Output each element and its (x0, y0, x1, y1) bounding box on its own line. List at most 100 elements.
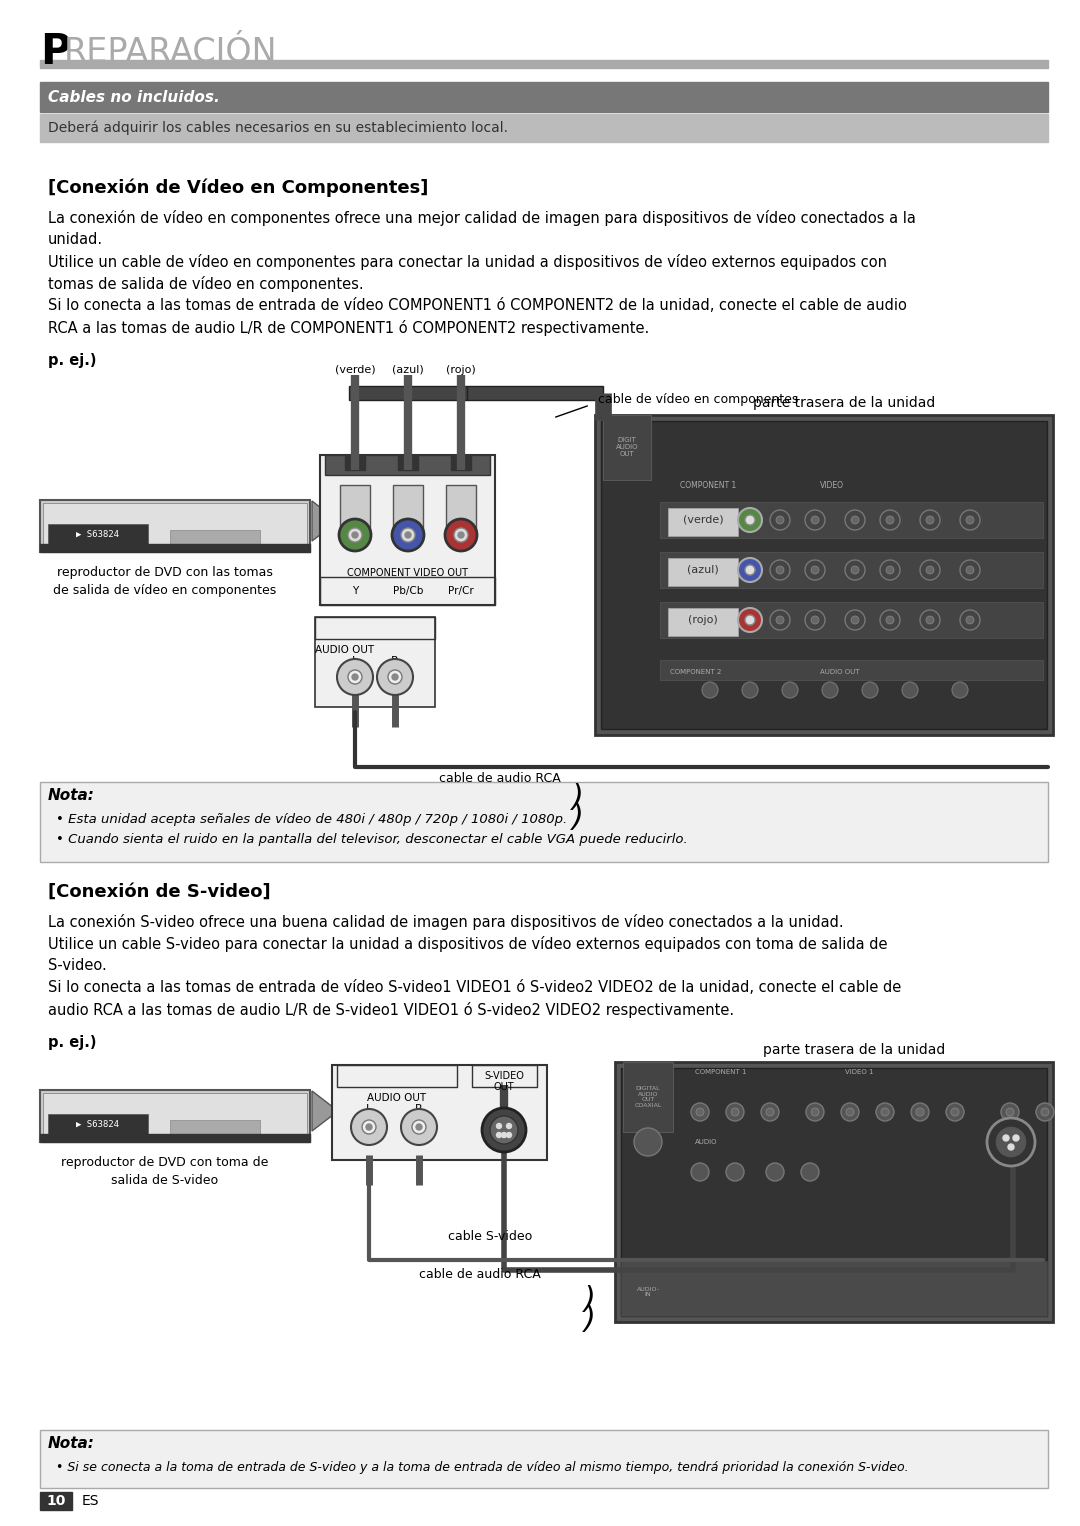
Bar (472, 1065, 537, 1087)
Text: ▶ S63824: ▶ S63824 (77, 530, 120, 539)
Text: ): ) (584, 1306, 596, 1335)
Bar (170, 530, 260, 546)
Circle shape (507, 1132, 512, 1137)
Circle shape (738, 607, 762, 632)
Circle shape (745, 565, 755, 575)
Bar (320, 577, 495, 604)
Bar (337, 1065, 457, 1087)
Bar (660, 601, 1043, 638)
Circle shape (392, 674, 399, 681)
Bar (40, 1492, 72, 1511)
Circle shape (738, 508, 762, 533)
Circle shape (405, 533, 411, 539)
Circle shape (951, 682, 968, 697)
Circle shape (851, 516, 859, 523)
Text: ▶ S63824: ▶ S63824 (77, 1120, 120, 1129)
Bar (393, 485, 423, 536)
Text: cable de audio RCA: cable de audio RCA (440, 772, 561, 786)
Text: VIDEO: VIDEO (820, 481, 843, 490)
Circle shape (454, 528, 468, 542)
Circle shape (507, 1123, 512, 1129)
Text: Cables no incluidos.: Cables no incluidos. (48, 90, 219, 104)
Circle shape (352, 674, 357, 681)
Circle shape (416, 1125, 422, 1129)
Text: AUDIO: AUDIO (696, 1138, 717, 1144)
Circle shape (987, 1119, 1035, 1166)
Circle shape (731, 1108, 739, 1116)
Text: RCA a las tomas de audio L/R de COMPONENT1 ó COMPONENT2 respectivamente.: RCA a las tomas de audio L/R de COMPONEN… (48, 320, 649, 336)
Circle shape (851, 617, 859, 624)
Bar (315, 617, 435, 639)
Text: (verde): (verde) (335, 365, 376, 375)
Text: cable S-video: cable S-video (448, 1230, 532, 1244)
Circle shape (862, 682, 878, 697)
Bar (315, 617, 435, 707)
Bar (349, 386, 467, 400)
Circle shape (770, 510, 789, 530)
Text: S-video.: S-video. (48, 958, 107, 974)
Circle shape (880, 610, 900, 630)
Text: p. ej.): p. ej.) (48, 353, 96, 368)
Circle shape (366, 1125, 372, 1129)
Circle shape (738, 559, 762, 581)
Circle shape (445, 519, 477, 551)
Text: VIDEO 1: VIDEO 1 (845, 1070, 874, 1074)
Circle shape (811, 617, 819, 624)
Text: Y: Y (352, 586, 359, 597)
Bar (669, 607, 738, 636)
Circle shape (995, 1126, 1027, 1158)
Circle shape (1005, 1108, 1014, 1116)
Circle shape (960, 510, 980, 530)
Circle shape (920, 510, 940, 530)
Bar (446, 485, 476, 536)
Text: parte trasera de la unidad: parte trasera de la unidad (762, 1042, 945, 1058)
Text: La conexión S-video ofrece una buena calidad de imagen para dispositivos de víde: La conexión S-video ofrece una buena cal… (48, 914, 843, 929)
Circle shape (497, 1123, 501, 1129)
Circle shape (1013, 1135, 1020, 1141)
Text: reproductor de DVD con las tomas
de salida de vídeo en componentes: reproductor de DVD con las tomas de sali… (53, 566, 276, 597)
Circle shape (960, 560, 980, 580)
Text: unidad.: unidad. (48, 232, 103, 247)
Text: ): ) (572, 783, 584, 812)
Circle shape (777, 566, 784, 574)
Text: (verde): (verde) (683, 514, 724, 525)
Circle shape (886, 566, 894, 574)
Circle shape (770, 610, 789, 630)
Text: AUDIO OUT: AUDIO OUT (315, 645, 375, 655)
Text: DIGIT
AUDIO
OUT: DIGIT AUDIO OUT (616, 436, 638, 456)
Circle shape (951, 1108, 959, 1116)
Bar (621, 1260, 1047, 1315)
Text: • Si se conecta a la toma de entrada de S-video y a la toma de entrada de vídeo : • Si se conecta a la toma de entrada de … (56, 1462, 908, 1474)
Circle shape (846, 1108, 854, 1116)
Bar (660, 502, 1043, 539)
Text: DIGITAL
AUDIO
OUT
COAXIAL: DIGITAL AUDIO OUT COAXIAL (634, 1087, 662, 1108)
Bar (345, 456, 365, 470)
Circle shape (902, 682, 918, 697)
Bar (669, 559, 738, 586)
Text: Pr/Cr: Pr/Cr (448, 586, 474, 597)
Text: ES: ES (82, 1494, 99, 1508)
Text: Utilice un cable de vídeo en componentes para conectar la unidad a dispositivos : Utilice un cable de vídeo en componentes… (48, 253, 887, 270)
Circle shape (392, 519, 424, 551)
Bar (467, 386, 603, 400)
Circle shape (691, 1103, 708, 1122)
Text: REPARACIÓN: REPARACIÓN (64, 35, 278, 69)
Text: P: P (40, 31, 70, 73)
Circle shape (920, 560, 940, 580)
Bar (43, 504, 307, 549)
Circle shape (377, 659, 413, 694)
Circle shape (634, 1128, 662, 1157)
Circle shape (811, 566, 819, 574)
Circle shape (352, 533, 357, 539)
Circle shape (876, 1103, 894, 1122)
Bar (40, 543, 310, 552)
Bar (451, 456, 471, 470)
Circle shape (886, 516, 894, 523)
Circle shape (966, 516, 974, 523)
Circle shape (1041, 1108, 1049, 1116)
Bar (615, 1062, 1053, 1322)
Circle shape (742, 682, 758, 697)
Circle shape (881, 1108, 889, 1116)
Text: R: R (391, 656, 399, 665)
Circle shape (401, 528, 415, 542)
